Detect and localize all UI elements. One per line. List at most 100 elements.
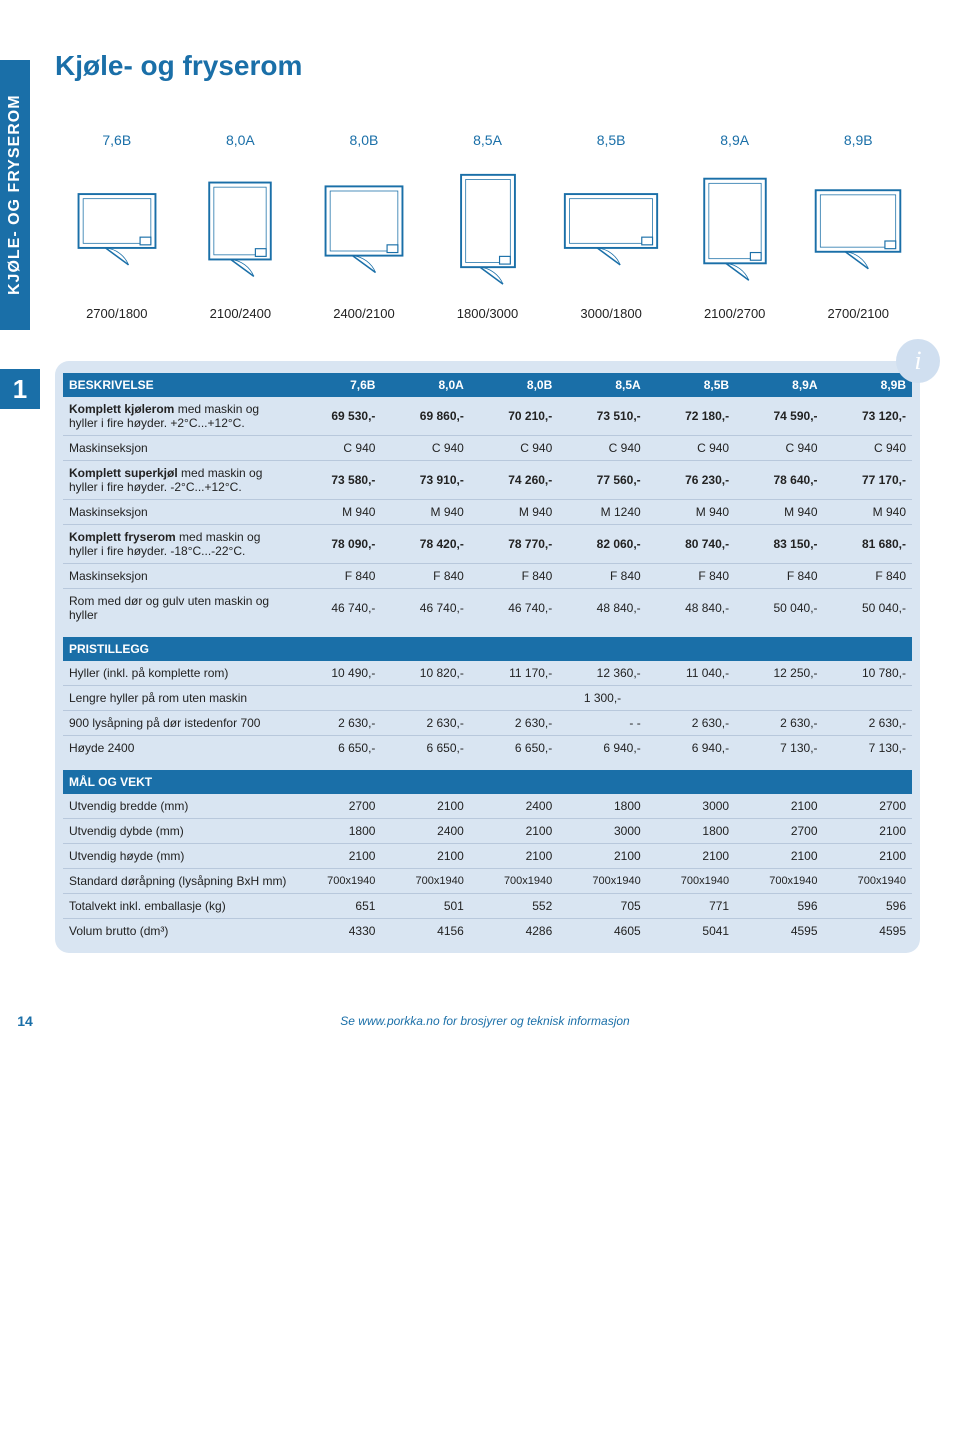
cell-value: M 1240 bbox=[558, 500, 646, 525]
cell-value: 4286 bbox=[470, 919, 558, 944]
column-header: 8,0B bbox=[470, 373, 558, 397]
table-row: Totalvekt inkl. emballasje (kg)651501552… bbox=[63, 894, 912, 919]
diagram-label: 8,0A bbox=[226, 132, 255, 148]
cell-value: 4605 bbox=[558, 919, 646, 944]
column-header bbox=[470, 637, 558, 661]
cell-value: 700x1940 bbox=[293, 869, 381, 894]
cell-value: 2 630,- bbox=[293, 711, 381, 736]
cell-value: 2100 bbox=[735, 794, 823, 819]
section-header: BESKRIVELSE7,6B8,0A8,0B8,5A8,5B8,9A8,9B bbox=[63, 373, 912, 397]
cell-value: 6 650,- bbox=[470, 736, 558, 761]
table-row: Komplett fryserom med maskin og hyller i… bbox=[63, 525, 912, 564]
diagram-cell: 8,0B bbox=[302, 132, 426, 286]
cell-value: 501 bbox=[381, 894, 469, 919]
cell-value: 2700 bbox=[824, 794, 912, 819]
room-diagram-icon bbox=[808, 156, 908, 286]
cell-value: 1800 bbox=[647, 819, 735, 844]
cell-value: 596 bbox=[824, 894, 912, 919]
diagram-cell: 7,6B bbox=[55, 132, 179, 286]
column-header: 8,0A bbox=[381, 373, 469, 397]
column-header: 8,9A bbox=[735, 373, 823, 397]
row-label: Totalvekt inkl. emballasje (kg) bbox=[63, 894, 293, 919]
cell-value: 2100 bbox=[824, 844, 912, 869]
column-header bbox=[470, 770, 558, 794]
diagram-row: 7,6B8,0A8,0B8,5A8,5B8,9A8,9B bbox=[55, 132, 920, 286]
room-diagram-icon bbox=[685, 156, 785, 286]
cell-value: 6 940,- bbox=[647, 736, 735, 761]
section-header: PRISTILLEGG bbox=[63, 637, 912, 661]
cell-value: 6 650,- bbox=[381, 736, 469, 761]
cell-value: 2100 bbox=[381, 844, 469, 869]
cell-value: 4156 bbox=[381, 919, 469, 944]
cell-value: 78 090,- bbox=[293, 525, 381, 564]
cell-value: 77 560,- bbox=[558, 461, 646, 500]
diagram-label: 7,6B bbox=[102, 132, 131, 148]
cell-value: 705 bbox=[558, 894, 646, 919]
diagram-cell: 8,9B bbox=[796, 132, 920, 286]
cell-value: 80 740,- bbox=[647, 525, 735, 564]
cell-value: 1800 bbox=[558, 794, 646, 819]
dimensions-row: 2700/18002100/24002400/21001800/30003000… bbox=[55, 306, 920, 321]
cell-value: 12 360,- bbox=[558, 661, 646, 686]
cell-value: C 940 bbox=[293, 436, 381, 461]
cell-value: 78 770,- bbox=[470, 525, 558, 564]
footer-text: Se www.porkka.no for brosjyrer og teknis… bbox=[50, 1014, 920, 1028]
cell-value: 2 630,- bbox=[470, 711, 558, 736]
cell-value: - - bbox=[558, 711, 646, 736]
table-row: Rom med dør og gulv uten maskin og hylle… bbox=[63, 589, 912, 628]
diagram-label: 8,5B bbox=[597, 132, 626, 148]
cell-value: C 940 bbox=[470, 436, 558, 461]
side-tab: KJØLE- OG FRYSEROM bbox=[0, 60, 30, 330]
column-header bbox=[293, 637, 381, 661]
cell-value: M 940 bbox=[647, 500, 735, 525]
table-row: Komplett kjølerom med maskin og hyller i… bbox=[63, 397, 912, 436]
cell-value: F 840 bbox=[381, 564, 469, 589]
dimension-label: 2100/2700 bbox=[673, 306, 797, 321]
table-row: Utvendig dybde (mm)180024002100300018002… bbox=[63, 819, 912, 844]
cell-value: F 840 bbox=[470, 564, 558, 589]
cell-value: 10 780,- bbox=[824, 661, 912, 686]
cell-value: 700x1940 bbox=[381, 869, 469, 894]
cell-value: 11 040,- bbox=[647, 661, 735, 686]
cell-value: 2400 bbox=[470, 794, 558, 819]
column-header bbox=[735, 770, 823, 794]
cell-value: 46 740,- bbox=[381, 589, 469, 628]
cell-value: 10 490,- bbox=[293, 661, 381, 686]
cell-value: 4595 bbox=[824, 919, 912, 944]
cell-value: 81 680,- bbox=[824, 525, 912, 564]
row-label: Hyller (inkl. på komplette rom) bbox=[63, 661, 293, 686]
column-header bbox=[647, 770, 735, 794]
table-row: Volum brutto (dm³)4330415642864605504145… bbox=[63, 919, 912, 944]
dimension-label: 2700/2100 bbox=[796, 306, 920, 321]
room-diagram-icon bbox=[561, 156, 661, 286]
column-header bbox=[824, 770, 912, 794]
room-diagram-icon bbox=[438, 156, 538, 286]
row-label: Utvendig høyde (mm) bbox=[63, 844, 293, 869]
cell-value: C 940 bbox=[824, 436, 912, 461]
row-label: Lengre hyller på rom uten maskin bbox=[63, 686, 293, 711]
cell-value: F 840 bbox=[824, 564, 912, 589]
row-label: Utvendig dybde (mm) bbox=[63, 819, 293, 844]
dimension-label: 1800/3000 bbox=[426, 306, 550, 321]
cell-value: 46 740,- bbox=[293, 589, 381, 628]
column-header: 8,9B bbox=[824, 373, 912, 397]
table-row: MaskinseksjonC 940C 940C 940C 940C 940C … bbox=[63, 436, 912, 461]
page-number: 14 bbox=[0, 1013, 50, 1029]
cell-value: M 940 bbox=[293, 500, 381, 525]
cell-value: M 940 bbox=[470, 500, 558, 525]
table-row: Høyde 24006 650,-6 650,-6 650,-6 940,-6 … bbox=[63, 736, 912, 761]
cell-value: 6 940,- bbox=[558, 736, 646, 761]
section-title: PRISTILLEGG bbox=[63, 637, 293, 661]
table-row: Lengre hyller på rom uten maskin1 300,- bbox=[63, 686, 912, 711]
room-diagram-icon bbox=[190, 156, 290, 286]
column-header bbox=[381, 770, 469, 794]
cell-value: F 840 bbox=[735, 564, 823, 589]
diagram-cell: 8,0A bbox=[179, 132, 303, 286]
row-label: Maskinseksjon bbox=[63, 436, 293, 461]
cell-value: 2100 bbox=[735, 844, 823, 869]
cell-value: 73 580,- bbox=[293, 461, 381, 500]
diagram-cell: 8,5B bbox=[549, 132, 673, 286]
cell-value: 4330 bbox=[293, 919, 381, 944]
cell-value: 69 530,- bbox=[293, 397, 381, 436]
table-row: Komplett superkjøl med maskin og hyller … bbox=[63, 461, 912, 500]
